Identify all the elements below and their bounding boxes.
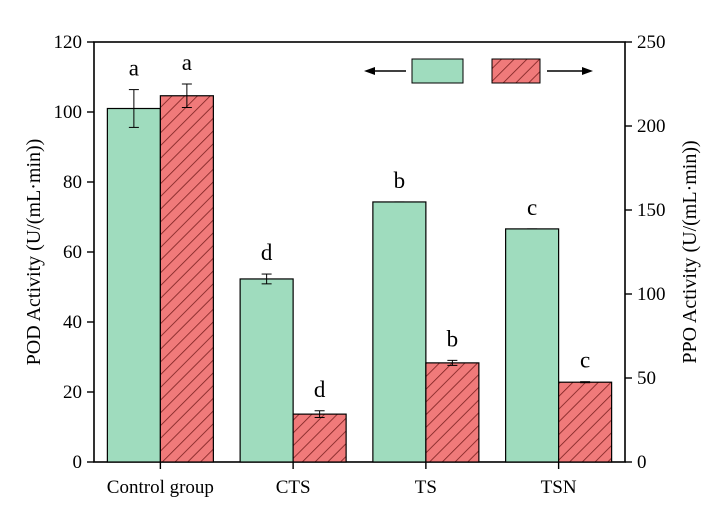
- left-axis-title: POD Activity (U/(mL·min)): [23, 139, 45, 366]
- legend-swatch-pod: [411, 58, 464, 84]
- bar-pod-2: [372, 201, 427, 463]
- right-tick-label: 200: [637, 116, 666, 137]
- bar-ppo-3: [558, 381, 613, 463]
- right-tick-label: 50: [637, 368, 656, 389]
- sig-letter-ppo-3: c: [580, 348, 590, 373]
- x-tick-label: TSN: [541, 477, 577, 498]
- x-tick-label: TS: [415, 477, 437, 498]
- error-bar-ppo-0: [181, 83, 192, 109]
- right-tick-label: 100: [637, 284, 666, 305]
- right-tick-label: 0: [637, 452, 647, 473]
- left-tick-label: 120: [54, 32, 83, 53]
- right-axis-title: PPO Activity (U/(mL·min)): [679, 140, 701, 363]
- error-bar-ppo-2: [447, 359, 458, 366]
- error-bar-ppo-1: [314, 410, 325, 418]
- left-tick-label: 80: [63, 172, 82, 193]
- right-tick-label: 250: [637, 32, 666, 53]
- sig-letter-pod-2: b: [394, 168, 406, 193]
- error-bar-pod-1: [261, 273, 272, 285]
- bar-pod-0: [106, 107, 161, 463]
- error-bar-pod-0: [128, 89, 139, 128]
- right-tick-label: 150: [637, 200, 666, 221]
- legend: [364, 58, 593, 84]
- left-tick-label: 0: [73, 452, 83, 473]
- sig-letter-ppo-1: d: [314, 377, 326, 402]
- legend-right-arrowhead-icon: [582, 67, 593, 75]
- sig-letter-ppo-2: b: [447, 326, 459, 351]
- left-tick-label: 60: [63, 242, 82, 263]
- sig-letter-ppo-0: a: [182, 50, 192, 75]
- bar-ppo-0: [159, 95, 214, 463]
- x-tick-label: Control group: [107, 477, 214, 498]
- bar-pod-3: [505, 228, 560, 463]
- x-tick-label: CTS: [276, 477, 311, 498]
- bar-pod-1: [239, 278, 294, 463]
- legend-left-arrowhead-icon: [364, 67, 375, 75]
- left-tick-label: 20: [63, 382, 82, 403]
- left-tick-label: 40: [63, 312, 82, 333]
- sig-letter-pod-1: d: [261, 240, 273, 265]
- bar-ppo-1: [292, 413, 347, 463]
- error-bar-ppo-3: [580, 381, 591, 384]
- sig-letter-pod-0: a: [129, 56, 139, 81]
- sig-letter-pod-3: c: [527, 195, 537, 220]
- bar-ppo-2: [425, 362, 480, 463]
- left-tick-label: 100: [54, 102, 83, 123]
- legend-swatch-ppo: [491, 58, 541, 84]
